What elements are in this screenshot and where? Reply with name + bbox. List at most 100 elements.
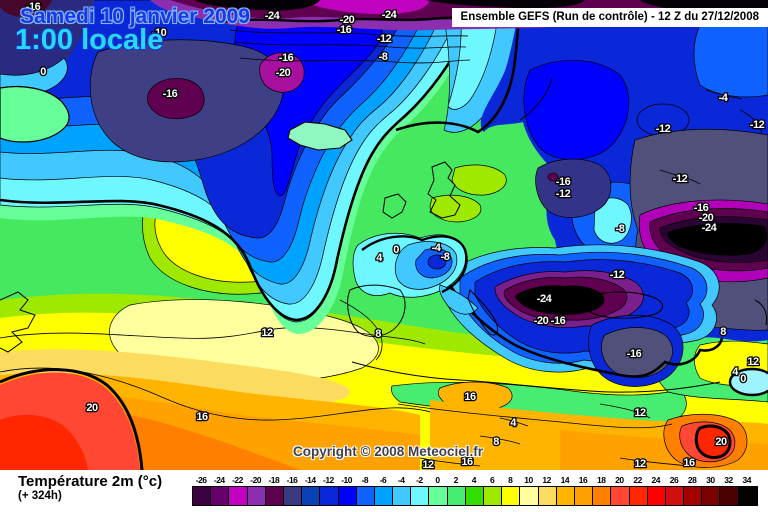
- legend-footer: Température 2m (°c) (+ 324h) -26 -2 4 -22 -2…: [0, 470, 768, 512]
- legend-cell: [411, 487, 430, 505]
- legend-cell: [611, 487, 630, 505]
- contour-label: -16: [556, 176, 571, 188]
- greenland-corner: [0, 0, 95, 143]
- legend-tick-label: -18: [268, 475, 280, 485]
- contour-label: 12: [634, 458, 646, 470]
- legend-tick-label: -4: [397, 475, 405, 485]
- color-scale-legend: -26 -24 -22 -20 -18 -16 -14 -12 -10 -8 -6 -4 -2 0 2 4 6 8…: [192, 475, 758, 506]
- contour-label: -20: [340, 14, 355, 26]
- contour-label: 0: [40, 66, 46, 78]
- france-cold-pocket: [352, 232, 479, 315]
- contour-label: -4: [432, 242, 442, 254]
- contour-label: 0: [393, 244, 399, 256]
- contour-labels: -16-24 -20 -24-16-12-10-8-16-20-160-4-12 -1…: [24, 0, 766, 470]
- contour-label: -8: [616, 223, 625, 235]
- legend-tick-label: -16: [286, 475, 298, 485]
- legend-tick-label: -2: [416, 475, 423, 485]
- legend-cell: [738, 487, 757, 505]
- legend-cell: [429, 487, 448, 505]
- contour-label: -16: [337, 24, 352, 36]
- legend-cell: [447, 487, 466, 505]
- legend-tick-label: 2: [453, 475, 459, 485]
- contour-label: -16: [279, 52, 294, 64]
- legend-cell: [302, 487, 321, 505]
- contour-label: -20: [699, 212, 714, 224]
- legend-cell: [393, 487, 412, 505]
- contour-label: 16: [464, 391, 476, 403]
- legend-tick-label: -14: [304, 475, 316, 485]
- coastlines: [0, 77, 768, 393]
- contour-label: -20: [534, 315, 549, 327]
- contour-label: -12: [656, 123, 671, 135]
- legend-tick-label: 30: [706, 475, 715, 485]
- contour-label: 0: [740, 373, 746, 385]
- legend-cell: [320, 487, 339, 505]
- contour-label: -16: [627, 348, 642, 360]
- legend-cell: [702, 487, 721, 505]
- atlantic-cold-trough: [0, 0, 478, 334]
- legend-tick-label: -20: [250, 475, 262, 485]
- contour-label: 12: [261, 327, 273, 339]
- legend-cell: [265, 487, 284, 505]
- legend-tick-label: 4: [471, 475, 477, 485]
- contour-label: -24: [702, 222, 718, 234]
- legend-cell: [356, 487, 375, 505]
- contour-label: -12: [377, 33, 392, 45]
- legend-tick-label: -12: [323, 475, 334, 485]
- forecast-hour: (+ 324h): [18, 490, 62, 502]
- legend-cell: [374, 487, 394, 505]
- contour-label: 4: [732, 366, 739, 378]
- contour-label: 4: [510, 417, 517, 429]
- balkan-cold-pool: [399, 244, 724, 387]
- legend-cell: [484, 487, 503, 505]
- contour-label: -12: [750, 119, 765, 131]
- contour-label: 16: [461, 456, 473, 468]
- contour-label: -12: [673, 173, 688, 185]
- legend-tick-label: 16: [578, 475, 588, 485]
- temperature-field-svg: -16-24 -20 -24-16-12-10-8-16-20-160-4-12 -1…: [0, 0, 768, 470]
- iceland-coastline: [287, 121, 353, 151]
- contour-label: -16: [163, 88, 178, 100]
- copyright-watermark: Copyright © 2008 Meteociel.fr: [293, 444, 483, 459]
- legend-tick-label: -26: [195, 475, 207, 485]
- legend-cell: [538, 487, 557, 505]
- uk-mild-patches: [429, 164, 507, 223]
- contour-label: 8: [493, 436, 499, 448]
- contour-label: -12: [610, 269, 625, 281]
- legend-cell: [556, 487, 575, 505]
- legend-tick-label: 10: [524, 475, 533, 485]
- contour-label: -24: [382, 9, 398, 21]
- legend-color-cells: [192, 486, 758, 506]
- legend-tick-label: 28: [687, 475, 697, 485]
- legend-cell: [629, 487, 648, 505]
- parameter-title: Température 2m (°c): [18, 473, 163, 490]
- legend-cell: [574, 487, 594, 505]
- legend-cell: [720, 487, 739, 505]
- legend-tick-label: 22: [633, 475, 642, 485]
- legend-cell: [283, 487, 303, 505]
- contour-label: -8: [379, 51, 388, 63]
- contour-label: -12: [556, 188, 571, 200]
- forecast-date: Samedi 10 janvier 2009: [20, 5, 250, 28]
- legend-tick-label: -8: [361, 475, 369, 485]
- legend-cell: [193, 487, 212, 505]
- contour-label: 12: [634, 407, 646, 419]
- contour-label: 4: [376, 252, 383, 264]
- legend-cell: [684, 487, 703, 505]
- contour-label: -16: [694, 202, 709, 214]
- legend-tick-label: -22: [232, 475, 243, 485]
- contour-label: 16: [196, 411, 208, 423]
- legend-tick-labels: -26 -24 -22 -20 -18 -16 -14 -12 -10 -8 -6 -4 -2 0 2 4 6 8…: [192, 475, 758, 485]
- contour-label: -16: [26, 1, 41, 13]
- legend-cell: [465, 487, 484, 505]
- legend-tick-label: -10: [341, 475, 352, 485]
- contour-label: -24: [265, 10, 281, 22]
- scandinavia-russia-cold: [395, 0, 768, 342]
- contour-label: 8: [720, 326, 726, 338]
- legend-cell: [665, 487, 685, 505]
- contour-label: -8: [441, 251, 450, 263]
- legend-tick-label: 14: [560, 475, 570, 485]
- legend-tick-label: 24: [651, 475, 661, 485]
- model-run-header: Ensemble GEFS (Run de contrôle) - 12 Z d…: [451, 8, 768, 27]
